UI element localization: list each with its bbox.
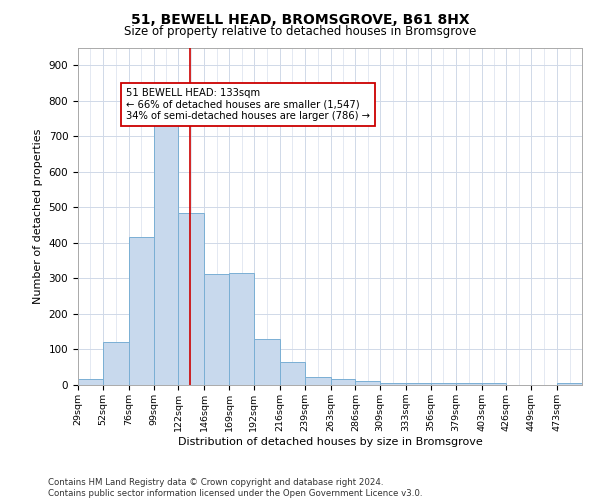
Bar (229, 272, 254, 385)
Bar (355, 382, 380, 385)
Bar (431, 383, 456, 385)
Text: 51 BEWELL HEAD: 133sqm
← 66% of detached houses are smaller (1,547)
34% of semi-: 51 BEWELL HEAD: 133sqm ← 66% of detached… (126, 88, 370, 121)
Bar (406, 383, 431, 385)
Bar (254, 339, 280, 385)
Bar (129, 236, 154, 385)
Text: 51, BEWELL HEAD, BROMSGROVE, B61 8HX: 51, BEWELL HEAD, BROMSGROVE, B61 8HX (131, 12, 469, 26)
Bar (557, 383, 582, 385)
Bar (178, 214, 204, 385)
Bar (154, 124, 178, 385)
Bar (482, 383, 506, 385)
Bar (305, 377, 331, 385)
Y-axis label: Number of detached properties: Number of detached properties (33, 128, 43, 304)
Bar (456, 383, 482, 385)
Bar (380, 383, 406, 385)
Text: Size of property relative to detached houses in Bromsgrove: Size of property relative to detached ho… (124, 25, 476, 38)
Bar (331, 378, 355, 385)
Bar (78, 378, 103, 385)
Bar (280, 362, 305, 385)
X-axis label: Distribution of detached houses by size in Bromsgrove: Distribution of detached houses by size … (178, 437, 482, 447)
Text: Contains HM Land Registry data © Crown copyright and database right 2024.
Contai: Contains HM Land Registry data © Crown c… (48, 478, 422, 498)
Bar (103, 342, 129, 385)
Bar (204, 274, 229, 385)
